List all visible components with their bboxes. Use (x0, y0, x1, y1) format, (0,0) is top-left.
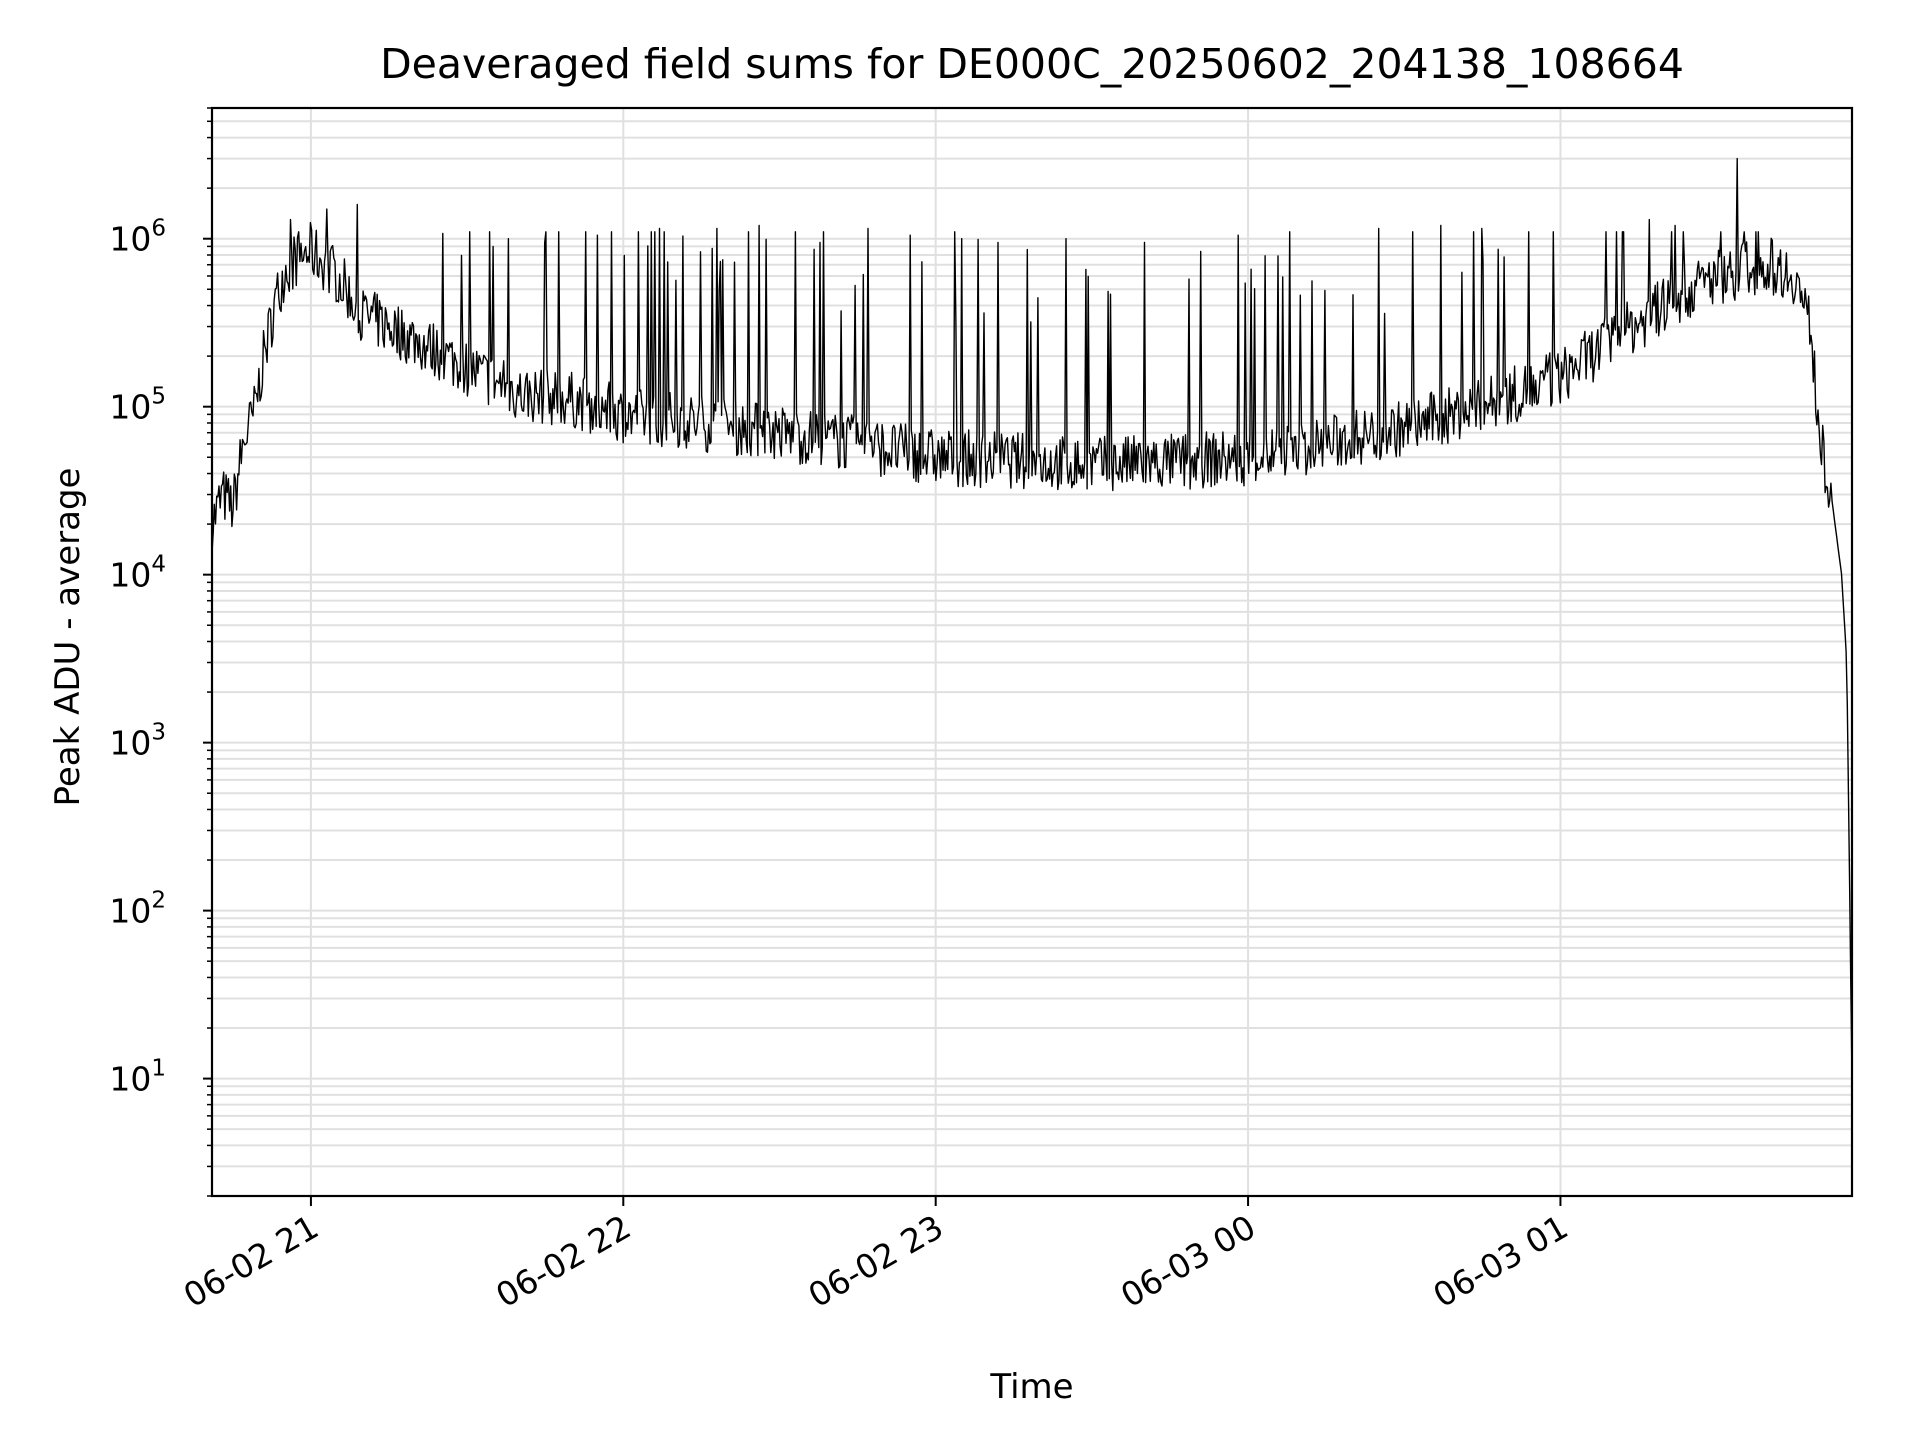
y-tick-label-exponent: 2 (151, 888, 166, 914)
x-tick-label: 06-02 22 (489, 1207, 637, 1315)
x-axis-label: Time (989, 1367, 1073, 1407)
y-tick-label-exponent: 3 (151, 720, 166, 746)
y-tick-label-base: 10 (109, 724, 151, 763)
chart-title: Deaveraged field sums for DE000C_2025060… (380, 40, 1684, 88)
y-tick-label-exponent: 4 (151, 552, 166, 578)
y-tick-label-base: 10 (109, 220, 151, 259)
x-tick-label: 06-03 01 (1426, 1207, 1574, 1315)
y-tick-label-base: 10 (109, 556, 151, 595)
y-tick-label: 104 (109, 552, 166, 595)
plot-frame (210, 106, 1854, 1198)
y-tick-label: 101 (109, 1056, 166, 1099)
y-tick-label-exponent: 1 (151, 1056, 166, 1082)
y-tick-label: 103 (109, 720, 166, 763)
y-tick-label-exponent: 6 (151, 216, 166, 242)
grid-layer (212, 107, 1852, 1197)
y-tick-label-base: 10 (109, 1060, 151, 1099)
x-tick-label: 06-02 23 (802, 1207, 950, 1315)
y-tick-label: 102 (109, 888, 166, 931)
series-line (211, 157, 1853, 1079)
y-axis-label: Peak ADU - average (48, 468, 88, 807)
y-tick-label-base: 10 (109, 892, 151, 931)
plot-layer (211, 157, 1853, 1079)
y-tick-label: 105 (109, 384, 166, 427)
x-tick-label: 06-02 21 (177, 1207, 325, 1315)
x-tick-label: 06-03 00 (1114, 1207, 1262, 1315)
y-tick-label-exponent: 5 (151, 384, 166, 410)
y-tick-label: 106 (109, 216, 166, 259)
y-tick-label-base: 10 (109, 388, 151, 427)
